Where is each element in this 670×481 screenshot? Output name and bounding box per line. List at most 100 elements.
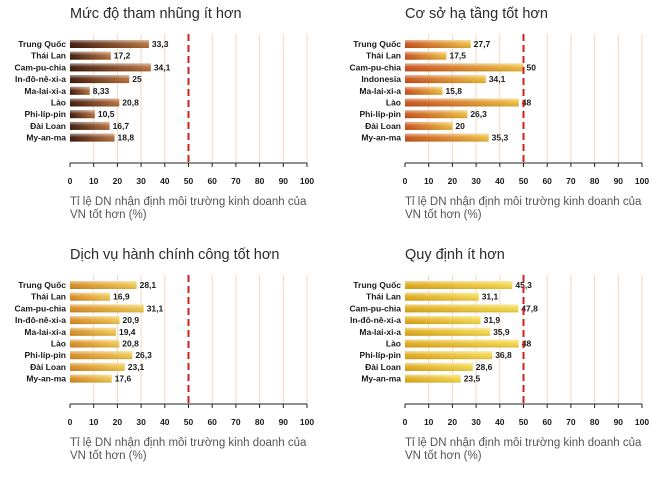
- value-label: 20,8: [122, 98, 139, 108]
- x-tick-label: 100: [300, 417, 314, 427]
- value-label: 34,1: [154, 62, 171, 72]
- value-label: 47,8: [521, 303, 538, 313]
- category-label: Phi-líp-pin: [24, 109, 66, 119]
- value-label: 20,9: [123, 315, 140, 325]
- x-tick-label: 70: [231, 176, 241, 186]
- x-tick-label: 50: [184, 176, 194, 186]
- category-label: Ma-lai-xi-a: [24, 86, 66, 96]
- chart-caption: Tỉ lệ DN nhận định môi trường kinh doanh…: [405, 196, 642, 221]
- category-label: Trung Quốc: [353, 39, 401, 49]
- x-tick-label: 100: [635, 417, 649, 427]
- bar-highlight: [405, 327, 491, 336]
- value-label: 8,33: [93, 86, 110, 96]
- bar-chart-svg: Trung Quốc 28,1 Thái Lan 16,9 Cam-pu-chia 31,…: [15, 275, 314, 427]
- category-label: In-đô-nê-xi-a: [350, 315, 401, 325]
- bar-highlight: [70, 316, 120, 325]
- x-tick-label: 0: [68, 417, 73, 427]
- bar-highlight: [70, 304, 144, 313]
- bar-highlight: [405, 133, 489, 142]
- chart-caption: Tỉ lệ DN nhận định môi trường kinh doanh…: [70, 196, 307, 221]
- x-tick-label: 90: [614, 176, 624, 186]
- category-label: Indonesia: [361, 74, 401, 84]
- chart-caption: Tỉ lệ DN nhận định môi trường kinh doanh…: [405, 437, 642, 462]
- value-label: 48: [522, 98, 532, 108]
- x-tick-label: 20: [448, 417, 458, 427]
- value-label: 26,3: [470, 109, 487, 119]
- value-label: 28,1: [140, 280, 157, 290]
- value-label: 28,6: [476, 362, 493, 372]
- x-tick-label: 10: [424, 176, 434, 186]
- x-tick-label: 20: [448, 176, 458, 186]
- category-label: Thái Lan: [31, 51, 66, 61]
- x-tick-label: 50: [184, 417, 194, 427]
- x-tick-label: 30: [471, 417, 481, 427]
- bar-highlight: [405, 63, 524, 72]
- bar-highlight: [70, 40, 149, 48]
- x-tick-label: 70: [566, 176, 576, 186]
- category-label: Phi-líp-pin: [359, 350, 401, 360]
- category-label: Đài Loan: [365, 121, 401, 131]
- value-label: 18,8: [118, 133, 135, 143]
- category-label: Lào: [386, 339, 401, 349]
- bar-highlight: [70, 292, 111, 301]
- x-tick-label: 10: [89, 176, 99, 186]
- x-tick-label: 40: [160, 176, 170, 186]
- bar-highlight: [70, 327, 116, 336]
- x-tick-label: 20: [113, 417, 123, 427]
- value-label: 35,9: [493, 327, 510, 337]
- bar-chart-svg: Trung Quốc 27,7 Thái Lan 17,5 Cam-pu-chia 50 I…: [350, 34, 649, 186]
- bar-highlight: [405, 374, 461, 383]
- category-label: In-đô-nê-xi-a: [15, 315, 66, 325]
- value-label: 20,8: [122, 339, 139, 349]
- value-label: 19,4: [119, 327, 136, 337]
- value-label: 36,8: [495, 350, 512, 360]
- bar-highlight: [405, 75, 486, 84]
- category-label: Ma-lai-xi-a: [359, 86, 401, 96]
- bar-chart-svg: Trung Quốc 45,3 Thái Lan 31,1 Cam-pu-chia 47,…: [350, 275, 649, 427]
- bar-highlight: [405, 40, 471, 48]
- category-label: Trung Quốc: [18, 280, 66, 290]
- category-label: Ma-lai-xi-a: [359, 327, 401, 337]
- value-label: 20: [455, 121, 465, 131]
- x-tick-label: 70: [566, 417, 576, 427]
- x-tick-label: 0: [68, 176, 73, 186]
- category-label: In-đô-nê-xi-a: [15, 74, 66, 84]
- value-label: 17,2: [114, 51, 131, 61]
- category-label: Lào: [51, 98, 66, 108]
- x-tick-label: 80: [255, 176, 265, 186]
- bar-highlight: [70, 374, 112, 383]
- chart-panel-regulations: Quy định ít hơn Trung Quốc 45,3 Thái Lan 31…: [335, 241, 670, 481]
- category-label: Cam-pu-chia: [350, 62, 402, 72]
- x-tick-label: 0: [403, 417, 408, 427]
- bar-chart-svg: Trung Quốc 33,3 Thái Lan 17,2 Cam-pu-chia 34,…: [15, 34, 314, 186]
- x-tick-label: 80: [590, 417, 600, 427]
- category-label: Cam-pu-chia: [15, 303, 67, 313]
- x-tick-label: 90: [279, 176, 289, 186]
- category-label: My-an-ma: [361, 133, 401, 143]
- bar-highlight: [70, 362, 125, 371]
- value-label: 16,7: [113, 121, 130, 131]
- x-tick-label: 40: [495, 176, 505, 186]
- x-tick-label: 30: [136, 417, 146, 427]
- chart-panel-public-services: Dịch vụ hành chính công tốt hơn Trung Qu…: [0, 241, 335, 481]
- category-label: Phi-líp-pin: [359, 109, 401, 119]
- category-label: Trung Quốc: [18, 39, 66, 49]
- x-tick-label: 60: [207, 417, 217, 427]
- x-tick-label: 50: [519, 176, 529, 186]
- bar-highlight: [405, 351, 493, 360]
- x-tick-label: 10: [424, 417, 434, 427]
- x-tick-label: 60: [542, 417, 552, 427]
- category-label: Lào: [51, 339, 66, 349]
- category-label: My-an-ma: [26, 374, 66, 384]
- x-tick-label: 90: [279, 417, 289, 427]
- bar-highlight: [405, 51, 447, 60]
- bar-highlight: [405, 316, 481, 325]
- category-label: Lào: [386, 98, 401, 108]
- chart-title: Dịch vụ hành chính công tốt hơn: [70, 247, 280, 263]
- bar-highlight: [70, 339, 120, 348]
- x-tick-label: 20: [113, 176, 123, 186]
- x-tick-label: 40: [160, 417, 170, 427]
- x-tick-label: 100: [300, 176, 314, 186]
- bar-highlight: [405, 339, 519, 348]
- bar-highlight: [70, 121, 110, 130]
